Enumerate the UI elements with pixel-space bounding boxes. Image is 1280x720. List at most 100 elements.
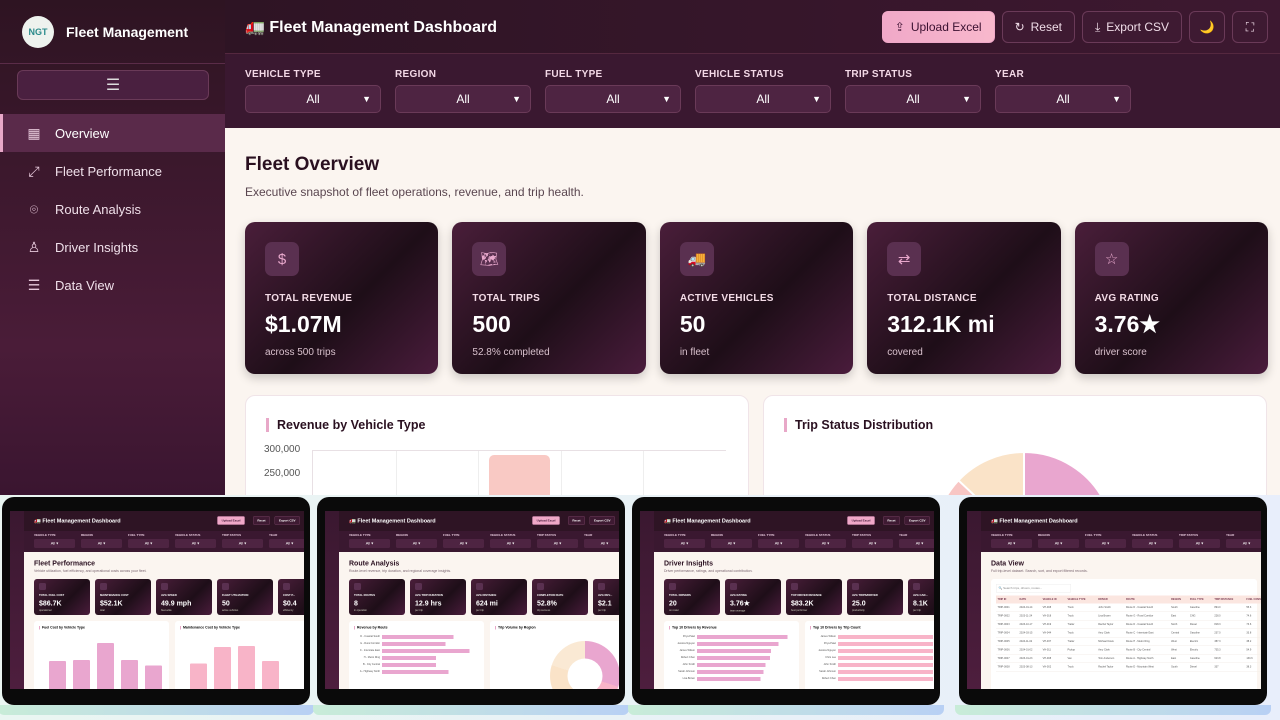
column-header[interactable]: FUEL TYPE [1189,598,1204,601]
column-header[interactable]: TRIP ID [997,598,1007,601]
donut-slice[interactable] [956,452,1025,495]
mini-search-input[interactable]: 🔍 Search trips, drivers, routes... [996,584,1071,593]
mini-filter-select[interactable]: All ▾ [584,539,619,548]
mini-filter-select[interactable]: All ▾ [490,539,531,548]
mini-filter-select[interactable]: All ▾ [852,539,893,548]
table-row[interactable]: TRIP-0006 2024-01-02 VH-011 Pickup Amy Clark… [996,645,1261,655]
donut-slice[interactable] [1023,452,1114,495]
chart-bar[interactable] [145,665,162,689]
table-row[interactable]: TRIP-0002 2023-11-24 VH-018 Truck Lisa Brown… [996,611,1261,621]
mini-filter-select[interactable]: All ▾ [1038,539,1079,548]
mini-filter-select[interactable]: All ▾ [1226,539,1261,548]
export-csv-button[interactable]: ⤓ Export CSV [1081,11,1182,43]
mini-header-button[interactable]: Export CSV [589,516,615,525]
fullscreen-button[interactable]: ⛶ [1232,11,1268,43]
vehicle-status-select[interactable]: All ▼ [695,85,831,113]
column-header[interactable]: DATE [1019,598,1027,601]
mini-filter-select[interactable]: All ▾ [396,539,437,548]
chart-bar[interactable] [838,642,933,646]
chart-bar[interactable] [382,642,446,646]
mini-filter-select[interactable]: All ▾ [537,539,578,548]
mini-filter-select[interactable]: All ▾ [664,539,705,548]
column-header[interactable]: ROUTE [1125,598,1135,601]
mini-filter-select[interactable]: All ▾ [711,539,752,548]
mini-header-button[interactable]: Reset [882,516,900,525]
sidebar-item-fleet-performance[interactable]: ⤢ Fleet Performance [0,152,225,190]
chart-bar[interactable] [97,643,114,689]
chart-bar[interactable] [262,660,279,689]
mini-header-button[interactable]: Upload Excel [217,516,245,525]
mini-filter-select[interactable]: All ▾ [175,539,216,548]
chart-bar[interactable] [697,656,771,660]
mini-filter-select[interactable]: All ▾ [443,539,484,548]
chart-bar[interactable] [382,656,437,660]
theme-toggle-button[interactable]: 🌙 [1189,11,1225,43]
donut-chart[interactable] [550,641,619,689]
sidebar-item-data-view[interactable]: ☰ Data View [0,266,225,304]
column-header[interactable]: FUEL CONSUM [1246,598,1261,601]
chart-bar[interactable] [238,645,255,689]
chart-bar[interactable] [838,663,933,667]
trip-status-select[interactable]: All ▼ [845,85,981,113]
mini-header-button[interactable]: Export CSV [274,516,300,525]
chart-bar[interactable] [49,660,66,689]
chart-bar[interactable] [382,649,470,653]
chart-bar[interactable] [697,670,764,674]
column-header[interactable]: VEHICLE ID [1042,598,1057,601]
mini-filter-select[interactable]: All ▾ [758,539,799,548]
sidebar-item-overview[interactable]: ▦ Overview [0,114,225,152]
column-header[interactable]: TRIP DISTANCE [1214,598,1234,601]
mini-header-button[interactable]: Reset [252,516,270,525]
chart-bar[interactable] [838,656,933,660]
year-select[interactable]: All ▼ [995,85,1131,113]
mini-filter-select[interactable]: All ▾ [899,539,934,548]
mini-filter-select[interactable]: All ▾ [991,539,1032,548]
column-header[interactable]: REGION [1171,598,1181,601]
region-select[interactable]: All ▼ [395,85,531,113]
table-row[interactable]: TRIP-0007 2023-01-23 VH-008 Van Tom Anderson… [996,654,1261,663]
chart-bar[interactable] [382,635,454,639]
mini-filter-select[interactable]: All ▾ [222,539,263,548]
chart-bar[interactable] [382,663,437,667]
mini-filter-select[interactable]: All ▾ [81,539,122,548]
chart-bar[interactable] [697,663,766,667]
chart-bar[interactable] [838,677,933,681]
mini-filter-select[interactable]: All ▾ [128,539,169,548]
sidebar-item-driver-insights[interactable]: ♙ Driver Insights [0,228,225,266]
fuel-type-select[interactable]: All ▼ [545,85,681,113]
mini-filter-select[interactable]: All ▾ [34,539,75,548]
chart-bar[interactable] [121,660,138,689]
chart-bar[interactable] [838,649,933,653]
mini-filter-select[interactable]: All ▾ [1085,539,1126,548]
mini-filter-select[interactable]: All ▾ [1132,539,1173,548]
table-row[interactable]: TRIP-0001 2024-01-14 VH-008 Truck John Smith… [996,603,1261,612]
chart-bar[interactable] [697,635,788,639]
mini-header-button[interactable]: Upload Excel [532,516,560,525]
table-row[interactable]: TRIP-0003 2023-10-17 VH-019 Trailer Rachel T… [996,620,1261,629]
chart-bar[interactable] [838,670,933,674]
reset-button[interactable]: ↻ Reset [1001,11,1075,43]
table-row[interactable]: TRIP-0005 2024-11-02 VH-037 Trailer Michael … [996,637,1261,646]
mini-filter-select[interactable]: All ▾ [1179,539,1220,548]
mini-filter-select[interactable]: All ▾ [269,539,304,548]
chart-bar[interactable] [73,660,90,689]
chart-bar[interactable] [488,455,551,495]
column-header[interactable]: DRIVER [1098,598,1108,601]
mini-filter-select[interactable]: All ▾ [349,539,390,548]
vehicle-type-select[interactable]: All ▼ [245,85,381,113]
chart-bar[interactable] [697,677,761,681]
chart-bar[interactable] [190,663,207,689]
table-row[interactable]: TRIP-0008 2023-08-13 VH-002 Truck Rachel Tay… [996,662,1261,672]
chart-bar[interactable] [838,635,933,639]
mini-header-button[interactable]: Reset [567,516,585,525]
mini-header-button[interactable]: Export CSV [904,516,930,525]
chart-bar[interactable] [697,649,772,653]
table-row[interactable]: TRIP-0004 2024-03-15 VH-044 Truck Amy Clark R… [996,628,1261,638]
mini-header-button[interactable]: Upload Excel [847,516,875,525]
mini-filter-select[interactable]: All ▾ [805,539,846,548]
chart-bar[interactable] [697,642,779,646]
upload-excel-button[interactable]: ⇪ Upload Excel [881,11,995,43]
chart-bar[interactable] [214,647,231,689]
chart-bar[interactable] [382,670,449,674]
column-header[interactable]: VEHICLE TYPE [1067,598,1086,601]
